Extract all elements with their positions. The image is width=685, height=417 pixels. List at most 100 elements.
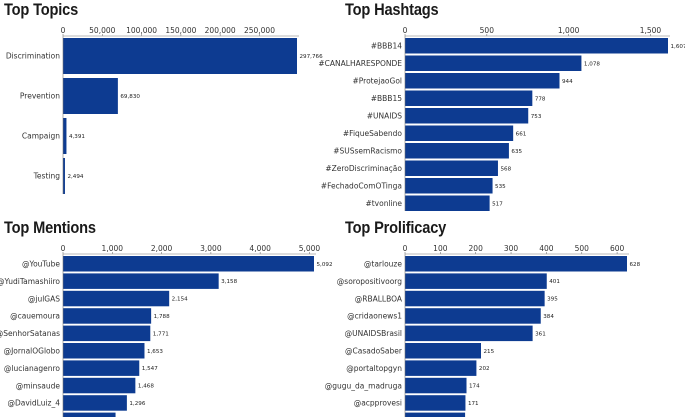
category-label: @julGAS	[28, 294, 60, 303]
chart-top-hashtags: Top Hashtags 0 500 1,000 1,500 #BBB14 1,607 #C…	[318, 0, 685, 211]
bar	[405, 143, 509, 159]
value-label: 171	[468, 401, 479, 407]
category-label: Prevention	[20, 92, 60, 101]
bar	[405, 412, 466, 417]
x-tick-label: 0	[61, 244, 66, 253]
value-label: 1,296	[129, 401, 145, 407]
value-label: 2,494	[67, 174, 83, 180]
value-label: 4,391	[69, 134, 85, 140]
x-tick-label: 0	[403, 26, 408, 35]
bar	[405, 38, 668, 54]
value-label: 944	[562, 79, 573, 85]
value-label: 361	[535, 331, 546, 337]
bar	[63, 158, 65, 194]
value-label: 5,092	[317, 262, 333, 268]
x-tick-label: 1,500	[640, 26, 662, 35]
chart-svg-top-topics: 0 50,000 100,000 150,000 200,000 250,000 Discr…	[6, 26, 324, 194]
category-label: @tarlouze	[364, 259, 402, 268]
x-tick-label: 150,000	[165, 26, 196, 35]
value-label: 384	[543, 314, 554, 320]
value-label: 215	[484, 349, 495, 355]
category-label: #tvonline	[365, 199, 402, 208]
bar	[405, 90, 533, 106]
bar	[63, 118, 67, 154]
category-label: Discrimination	[6, 52, 60, 61]
bar	[63, 412, 116, 417]
category-label: #FechadoComOTinga	[321, 181, 402, 190]
value-label: 635	[511, 149, 522, 155]
value-label: 661	[516, 131, 527, 137]
bar	[405, 125, 514, 141]
bar	[63, 256, 314, 272]
value-label: 401	[549, 279, 560, 285]
category-label: @minsaude	[16, 381, 61, 390]
x-tick-label: 4,000	[249, 244, 271, 253]
x-tick-label: 0	[403, 244, 408, 253]
category-label: @lucianagenro	[4, 364, 61, 373]
bar	[63, 395, 127, 411]
bar	[405, 178, 493, 194]
bar	[63, 325, 151, 342]
category-label: @UNAIDSBrasil	[345, 329, 402, 338]
category-label: Campaign	[22, 132, 60, 141]
category-label: #ProtejaoGol	[353, 76, 403, 85]
bar	[405, 273, 547, 289]
category-label: #CANALHARESPONDE	[318, 59, 402, 68]
x-tick-label: 500	[575, 244, 590, 253]
category-label: @cauemoura	[10, 312, 60, 321]
x-tick-label: 600	[610, 244, 625, 253]
bar	[63, 308, 152, 324]
value-label: 1,771	[153, 331, 169, 337]
bar	[405, 325, 533, 342]
x-tick-label: 100	[433, 244, 448, 253]
category-label: @YudiTamashiiro	[0, 277, 60, 286]
x-tick-label: 200	[469, 244, 484, 253]
value-label: 69,830	[120, 94, 140, 100]
bar	[405, 73, 560, 89]
bar	[405, 256, 627, 272]
x-tick-label: 1,000	[102, 244, 124, 253]
value-label: 202	[479, 366, 490, 372]
x-tick-label: 300	[504, 244, 519, 253]
category-label: @JornalOGlobo	[4, 346, 61, 355]
chart-top-prolificacy: Top Prolificacy 0 100 200 300 400 500 600 @tarl…	[325, 218, 683, 417]
chart-svg-top-hashtags: 0 500 1,000 1,500 #BBB14 1,607 #CANALHARESPOND…	[318, 26, 685, 211]
value-label: 753	[531, 114, 542, 120]
category-label: @soropositivoorg	[337, 277, 402, 286]
chart-title: Top Topics	[4, 0, 79, 19]
bar	[405, 343, 482, 359]
value-label: 297,766	[300, 54, 324, 60]
category-label: @portaltopgyn	[346, 364, 402, 373]
bar	[405, 377, 467, 394]
chart-title: Top Hashtags	[345, 0, 439, 19]
x-tick-label: 400	[539, 244, 554, 253]
category-label: @gugu_da_madruga	[325, 381, 402, 390]
value-label: 1,788	[154, 314, 170, 320]
bar	[405, 395, 466, 411]
bar	[63, 273, 219, 289]
bar	[63, 78, 118, 114]
category-label: #BBB15	[371, 94, 402, 103]
chart-title: Top Prolificacy	[345, 218, 447, 237]
category-label: #ZeroDiscriminação	[325, 164, 402, 173]
bar	[63, 290, 170, 307]
value-label: 778	[535, 96, 546, 102]
value-label: 2,154	[172, 297, 188, 303]
chart-title: Top Mentions	[4, 218, 96, 237]
value-label: 517	[492, 201, 503, 207]
x-tick-label: 5,000	[299, 244, 321, 253]
value-label: 174	[469, 384, 480, 390]
x-tick-label: 500	[480, 26, 495, 35]
x-tick-label: 1,000	[558, 26, 580, 35]
value-label: 3,158	[221, 279, 237, 285]
bar	[63, 377, 136, 394]
chart-svg-top-prolificacy: 0 100 200 300 400 500 600 @tarlouze 628 @soroposi…	[325, 244, 641, 417]
value-label: 395	[547, 297, 558, 303]
category-label: @RBALLBOA	[355, 294, 403, 303]
value-label: 1,468	[138, 384, 154, 390]
x-tick-label: 3,000	[200, 244, 222, 253]
category-label: @CasadoSaber	[345, 346, 403, 355]
value-label: 1,653	[147, 349, 163, 355]
x-tick-label: 200,000	[205, 26, 236, 35]
bar	[405, 308, 541, 324]
